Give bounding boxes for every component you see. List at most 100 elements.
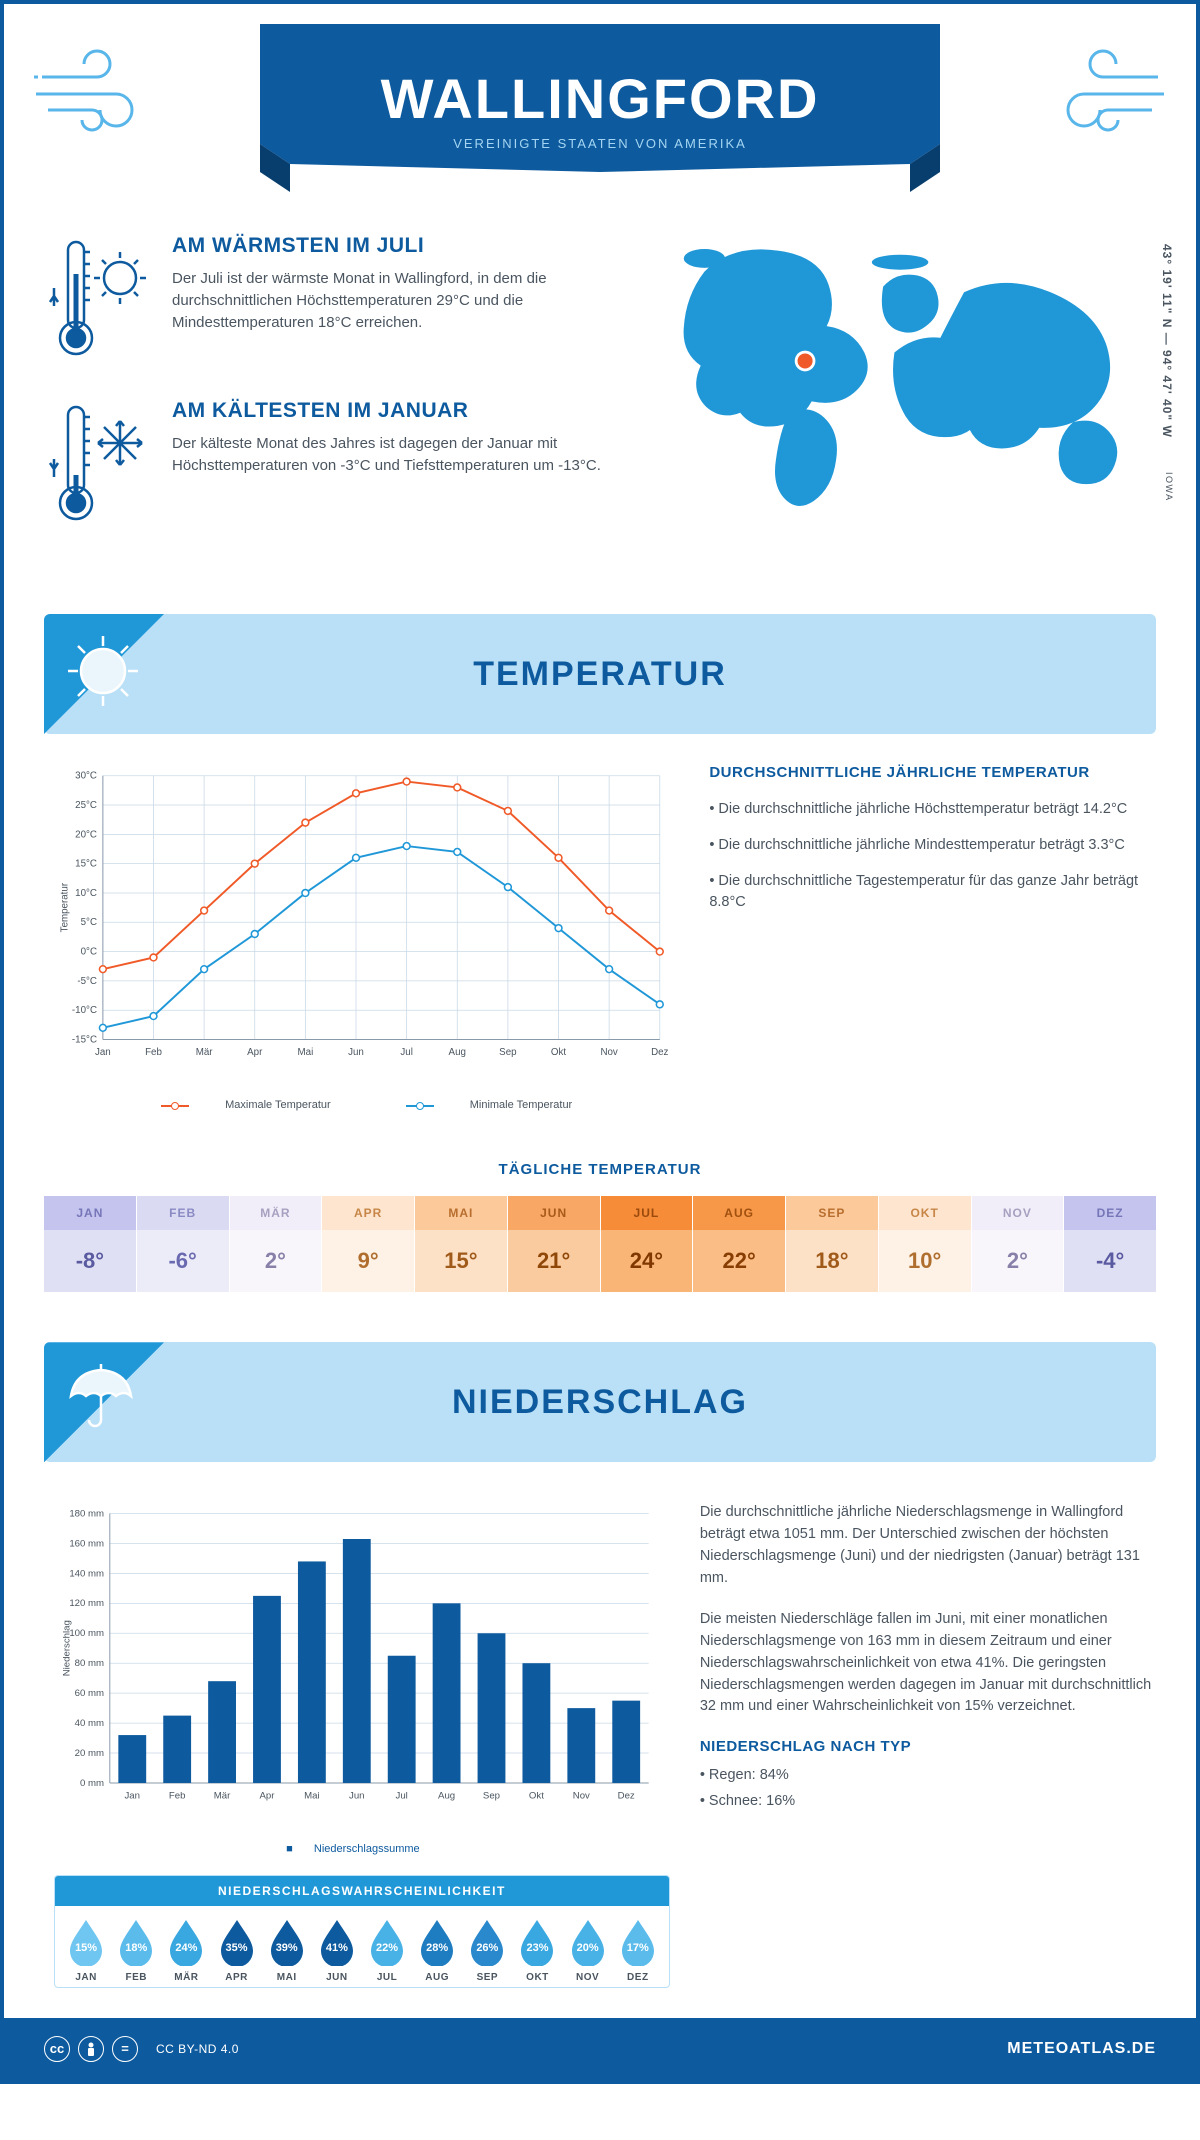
by-icon [78, 2036, 104, 2062]
svg-text:-10°C: -10°C [72, 1005, 97, 1016]
legend-min: Minimale Temperatur [470, 1099, 573, 1111]
license-text: CC BY-ND 4.0 [156, 2042, 239, 2056]
prob-cell: 41%JUN [312, 1918, 362, 1983]
daily-cell: JAN-8° [44, 1196, 136, 1292]
svg-text:Mai: Mai [298, 1047, 314, 1058]
svg-text:Feb: Feb [145, 1047, 162, 1058]
prob-cell: 35%APR [211, 1918, 261, 1983]
svg-text:Dez: Dez [618, 1791, 635, 1802]
svg-text:Temperatur: Temperatur [60, 882, 71, 932]
precip-p1: Die durchschnittliche jährliche Niedersc… [700, 1502, 1156, 1589]
daily-cell: MAI15° [415, 1196, 507, 1292]
svg-text:140 mm: 140 mm [69, 1569, 104, 1580]
coldest-title: AM KÄLTESTEN IM JANUAR [172, 399, 628, 423]
prob-cell: 20%NOV [563, 1918, 613, 1983]
svg-text:Dez: Dez [651, 1047, 668, 1058]
temperature-chart: -15°C-10°C-5°C0°C5°C10°C15°C20°C25°C30°C… [54, 764, 679, 1111]
nd-icon: = [112, 2036, 138, 2062]
prob-cell: 22%JUL [362, 1918, 412, 1983]
svg-text:60 mm: 60 mm [75, 1688, 104, 1699]
svg-text:100 mm: 100 mm [69, 1629, 104, 1640]
precip-banner: NIEDERSCHLAG [44, 1342, 1156, 1462]
precip-chart: 0 mm20 mm40 mm60 mm80 mm100 mm120 mm140 … [54, 1502, 670, 1829]
legend-max: Maximale Temperatur [225, 1099, 331, 1111]
svg-text:Nov: Nov [600, 1047, 617, 1058]
daily-cell: NOV2° [972, 1196, 1064, 1292]
svg-text:Mär: Mär [214, 1791, 231, 1802]
svg-text:Sep: Sep [483, 1791, 500, 1802]
intro-left: AM WÄRMSTEN IM JULI Der Juli ist der wär… [44, 234, 628, 564]
map-block: 43° 19' 11" N — 94° 47' 40" W IOWA [648, 234, 1156, 564]
wind-icon-left [34, 42, 154, 147]
daily-cell: OKT10° [879, 1196, 971, 1292]
coldest-block: AM KÄLTESTEN IM JANUAR Der kälteste Mona… [44, 399, 628, 534]
svg-text:Feb: Feb [169, 1791, 186, 1802]
precip-type-title: NIEDERSCHLAG NACH TYP [700, 1738, 1156, 1755]
prob-cell: 18%FEB [111, 1918, 161, 1983]
sun-icon [64, 632, 142, 715]
svg-text:Apr: Apr [259, 1791, 275, 1802]
prob-cell: 15%JAN [61, 1918, 111, 1983]
daily-cell: FEB-6° [137, 1196, 229, 1292]
site-text: METEOATLAS.DE [1007, 2040, 1156, 2058]
warmest-block: AM WÄRMSTEN IM JULI Der Juli ist der wär… [44, 234, 628, 369]
warmest-title: AM WÄRMSTEN IM JULI [172, 234, 628, 258]
thermo-snow-icon [44, 399, 154, 534]
daily-cell: JUL24° [601, 1196, 693, 1292]
warmest-desc: Der Juli ist der wärmste Monat in Wallin… [172, 268, 628, 333]
temperature-banner: TEMPERATUR [44, 614, 1156, 734]
temp-legend: Maximale Temperatur Minimale Temperatur [54, 1099, 679, 1111]
worldmap-icon [648, 234, 1156, 516]
precip-left: 0 mm20 mm40 mm60 mm80 mm100 mm120 mm140 … [54, 1502, 670, 1987]
svg-text:0°C: 0°C [81, 947, 97, 958]
svg-text:Sep: Sep [499, 1047, 517, 1058]
page: WALLINGFORD VEREINIGTE STAATEN VON AMERI… [0, 0, 1200, 2084]
svg-text:Jun: Jun [348, 1047, 364, 1058]
svg-text:Jan: Jan [95, 1047, 111, 1058]
svg-text:Aug: Aug [449, 1047, 466, 1058]
svg-text:5°C: 5°C [81, 917, 97, 928]
svg-text:40 mm: 40 mm [75, 1718, 104, 1729]
precip-title: NIEDERSCHLAG [452, 1383, 748, 1422]
prob-cell: 24%MÄR [161, 1918, 211, 1983]
daily-cell: SEP18° [786, 1196, 878, 1292]
svg-text:25°C: 25°C [75, 800, 97, 811]
svg-text:20 mm: 20 mm [75, 1748, 104, 1759]
svg-text:Jul: Jul [396, 1791, 408, 1802]
temperature-title: TEMPERATUR [473, 655, 727, 694]
svg-text:Nov: Nov [573, 1791, 590, 1802]
header: WALLINGFORD VEREINIGTE STAATEN VON AMERI… [4, 4, 1196, 234]
daily-temp-table: JAN-8°FEB-6°MÄR2°APR9°MAI15°JUN21°JUL24°… [44, 1196, 1156, 1292]
cc-icon: cc [44, 2036, 70, 2062]
coldest-desc: Der kälteste Monat des Jahres ist dagege… [172, 433, 628, 477]
prob-title: NIEDERSCHLAGSWAHRSCHEINLICHKEIT [55, 1876, 669, 1906]
svg-text:Jan: Jan [125, 1791, 141, 1802]
temp-side-title: DURCHSCHNITTLICHE JÄHRLICHE TEMPERATUR [709, 764, 1156, 781]
prob-cell: 39%MAI [262, 1918, 312, 1983]
svg-text:Jul: Jul [400, 1047, 412, 1058]
intro-section: AM WÄRMSTEN IM JULI Der Juli ist der wär… [4, 234, 1196, 604]
precip-p2: Die meisten Niederschläge fallen im Juni… [700, 1609, 1156, 1718]
svg-text:Apr: Apr [247, 1047, 263, 1058]
svg-text:160 mm: 160 mm [69, 1539, 104, 1550]
temp-side-b2: • Die durchschnittliche jährliche Mindes… [709, 835, 1156, 857]
temp-side-b1: • Die durchschnittliche jährliche Höchst… [709, 799, 1156, 821]
svg-text:-15°C: -15°C [72, 1034, 97, 1045]
warmest-text: AM WÄRMSTEN IM JULI Der Juli ist der wär… [172, 234, 628, 369]
prob-cell: 26%SEP [462, 1918, 512, 1983]
svg-text:10°C: 10°C [75, 888, 97, 899]
country-name: VEREINIGTE STAATEN VON AMERIKA [260, 136, 940, 151]
prob-row: 15%JAN18%FEB24%MÄR35%APR39%MAI41%JUN22%J… [55, 1906, 669, 1987]
city-name: WALLINGFORD [260, 66, 940, 131]
svg-text:Aug: Aug [438, 1791, 455, 1802]
prob-box: NIEDERSCHLAGSWAHRSCHEINLICHKEIT 15%JAN18… [54, 1875, 670, 1988]
footer-left: cc = CC BY-ND 4.0 [44, 2036, 239, 2062]
prob-cell: 28%AUG [412, 1918, 462, 1983]
svg-text:Okt: Okt [551, 1047, 566, 1058]
precip-legend: ■ Niederschlagssumme [54, 1843, 670, 1855]
prob-cell: 17%DEZ [613, 1918, 663, 1983]
precip-type-1: • Regen: 84% [700, 1765, 1156, 1787]
umbrella-icon [64, 1360, 138, 1439]
svg-text:20°C: 20°C [75, 829, 97, 840]
svg-text:180 mm: 180 mm [69, 1509, 104, 1520]
